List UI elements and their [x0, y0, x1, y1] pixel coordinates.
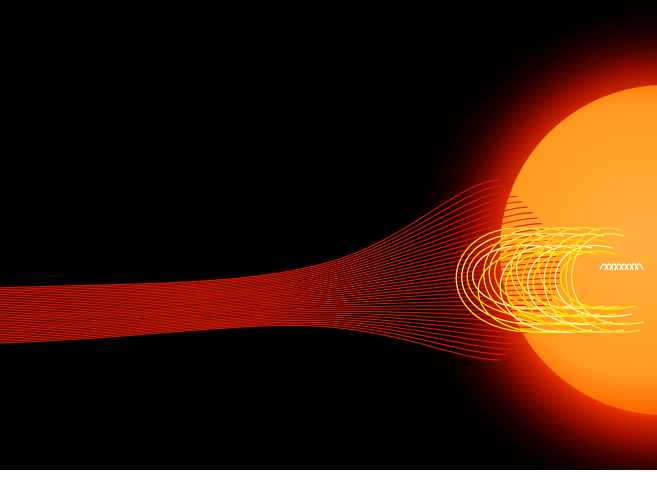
field-line [0, 299, 552, 326]
loop [472, 244, 573, 310]
loop [634, 263, 644, 271]
field-line [0, 217, 538, 301]
loop [629, 263, 639, 271]
field-line [0, 201, 523, 296]
loop [560, 250, 637, 310]
field-line [0, 250, 557, 311]
loop [604, 263, 614, 271]
field-line [0, 323, 506, 356]
field-line [0, 316, 528, 336]
field-line [0, 228, 546, 304]
field-line [0, 179, 501, 289]
loop [599, 263, 609, 271]
loop [554, 245, 633, 317]
field-line [0, 319, 517, 345]
field-line [0, 195, 517, 294]
field-line [0, 233, 549, 306]
loop [455, 227, 561, 333]
field-line [0, 190, 512, 292]
field-lines [0, 179, 560, 361]
field-line [0, 261, 560, 314]
loop [532, 250, 617, 318]
field-line [0, 310, 542, 331]
loop [527, 245, 613, 325]
loop [549, 239, 629, 325]
field-line [0, 293, 555, 324]
loop [510, 227, 601, 317]
field-line [0, 324, 501, 361]
field-line [0, 283, 559, 321]
field-line [0, 321, 512, 350]
loop [624, 263, 634, 271]
loop [538, 227, 621, 309]
field-line [0, 277, 560, 319]
field-line [0, 318, 523, 339]
loop [521, 239, 609, 333]
field-line [0, 184, 506, 291]
field-line [0, 212, 533, 299]
loop [619, 263, 629, 271]
loop [516, 233, 605, 309]
field-line [0, 288, 557, 322]
field-line [0, 244, 555, 309]
loop [461, 233, 565, 325]
field-line [0, 314, 533, 334]
field-line [0, 312, 538, 332]
loop [609, 263, 619, 271]
loop [565, 227, 641, 333]
loop [571, 233, 645, 325]
loop [488, 233, 585, 317]
loop [483, 227, 581, 325]
loop [499, 245, 593, 333]
field-line [0, 266, 560, 316]
loop [505, 250, 597, 326]
field-line [0, 223, 542, 302]
coronal-loops [455, 227, 645, 333]
loop [614, 263, 624, 271]
field-line [0, 272, 560, 317]
loop [543, 233, 625, 333]
field-line [0, 206, 528, 297]
